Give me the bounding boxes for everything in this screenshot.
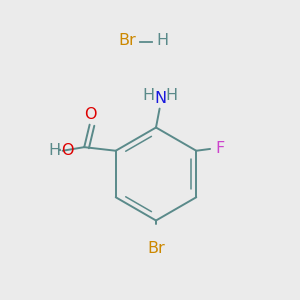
Text: N: N xyxy=(154,91,166,106)
Text: ·: · xyxy=(57,142,63,161)
Text: O: O xyxy=(61,143,74,158)
Text: F: F xyxy=(215,142,225,157)
Text: Br: Br xyxy=(147,241,165,256)
Text: Br: Br xyxy=(118,33,136,48)
Text: O: O xyxy=(84,107,97,122)
Text: H: H xyxy=(166,88,178,103)
Text: H: H xyxy=(142,88,154,103)
Text: H: H xyxy=(157,33,169,48)
Text: H: H xyxy=(48,143,60,158)
